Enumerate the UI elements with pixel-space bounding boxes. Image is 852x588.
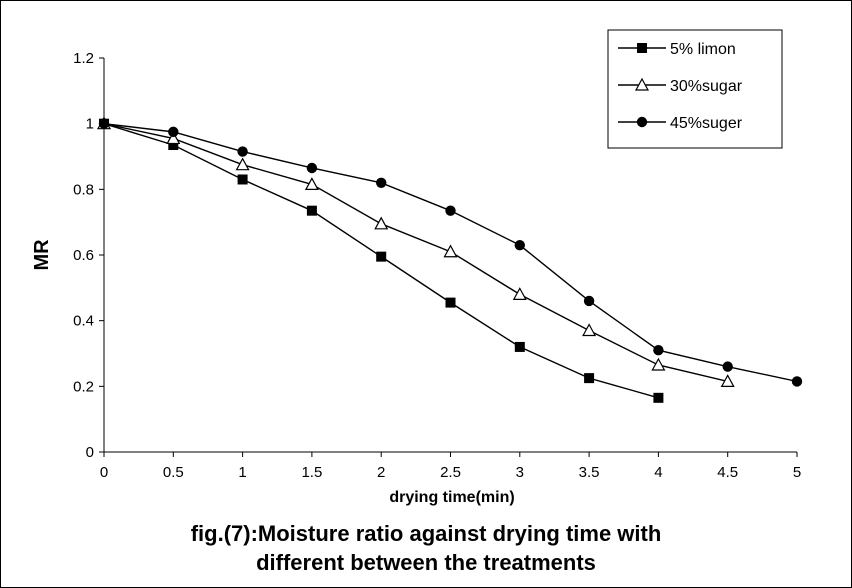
y-tick-label: 0.2 bbox=[73, 378, 94, 395]
legend-marker bbox=[634, 77, 650, 91]
x-tick-label: 1.5 bbox=[301, 464, 322, 481]
y-tick-label: 0.6 bbox=[73, 247, 94, 264]
series-square bbox=[99, 118, 664, 403]
data-point bbox=[237, 174, 248, 185]
data-point bbox=[651, 357, 666, 371]
y-tick-label: 1.2 bbox=[73, 50, 94, 67]
legend: 5% limon 30%sugar 45%suger bbox=[607, 29, 783, 149]
data-point bbox=[374, 216, 389, 230]
x-tick-label: 5 bbox=[793, 464, 801, 481]
x-tick-label: 4 bbox=[654, 464, 662, 481]
data-point bbox=[584, 373, 595, 384]
x-axis-label: drying time(min) bbox=[389, 489, 514, 506]
data-point bbox=[653, 345, 664, 356]
data-point bbox=[168, 140, 179, 151]
data-point bbox=[791, 376, 803, 387]
series-layer bbox=[96, 116, 803, 403]
legend-label: 45%suger bbox=[670, 115, 743, 132]
x-tick-label: 0.5 bbox=[163, 464, 184, 481]
data-point bbox=[514, 341, 525, 352]
data-point bbox=[306, 162, 318, 174]
line-chart: 0 0.2 0.4 0.6 0.8 1 1.2 0 0.5 1 1.5 2 2.5 3 3.5 4 4.5 5 M… bbox=[31, 29, 803, 506]
legend-label: 30%sugar bbox=[670, 78, 743, 95]
data-point bbox=[720, 374, 735, 388]
data-point bbox=[306, 205, 317, 216]
data-point bbox=[166, 131, 181, 145]
data-point bbox=[722, 361, 733, 372]
x-tick-label: 2 bbox=[377, 464, 385, 481]
data-point bbox=[376, 177, 387, 188]
data-point bbox=[98, 118, 110, 129]
series-line bbox=[103, 122, 728, 383]
data-point bbox=[583, 295, 595, 307]
figure-caption-line-1: fig.(7):Moisture ratio against drying ti… bbox=[190, 521, 662, 546]
data-point bbox=[443, 244, 458, 258]
axes: 0 0.2 0.4 0.6 0.8 1 1.2 0 0.5 1 1.5 2 2.5 3 3.5 4 4.5 5 bbox=[73, 50, 801, 481]
y-tick-label: 1 bbox=[86, 116, 94, 133]
x-tick-label: 3.5 bbox=[579, 464, 600, 481]
x-tick-label: 4.5 bbox=[717, 464, 738, 481]
data-point bbox=[235, 157, 250, 171]
figure-caption-line-2: different between the treatments bbox=[256, 550, 596, 575]
x-tick-label: 3 bbox=[516, 464, 524, 481]
y-tick-label: 0.8 bbox=[73, 181, 94, 198]
data-point bbox=[445, 297, 456, 308]
data-point bbox=[514, 239, 525, 251]
series-circle bbox=[98, 118, 803, 387]
y-tick-label: 0.4 bbox=[73, 313, 94, 330]
data-point bbox=[512, 287, 527, 300]
data-point bbox=[582, 323, 597, 337]
data-point bbox=[304, 177, 319, 191]
y-axis-label: MR bbox=[31, 239, 53, 271]
legend-label: 5% limon bbox=[670, 41, 736, 58]
x-tick-label: 2.5 bbox=[440, 464, 461, 481]
x-tick-label: 1 bbox=[238, 464, 246, 481]
data-point bbox=[237, 146, 248, 157]
x-tick-label: 0 bbox=[100, 464, 108, 481]
data-point bbox=[653, 392, 664, 403]
series-triangle bbox=[96, 116, 735, 388]
y-tick-label: 0 bbox=[86, 444, 94, 461]
data-point bbox=[445, 205, 456, 216]
legend-marker bbox=[636, 116, 648, 128]
data-point bbox=[376, 251, 387, 262]
legend-marker bbox=[637, 43, 647, 53]
data-point bbox=[168, 126, 179, 138]
